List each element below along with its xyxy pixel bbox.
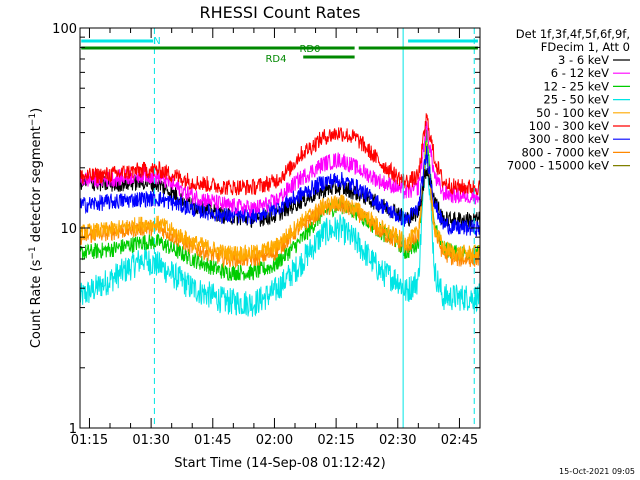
bar-rd0-label: RD0 (299, 44, 320, 55)
x-tick-label-0230: 02:30 (379, 433, 416, 448)
x-tick-label-0115: 01:15 (71, 433, 108, 448)
series-line-25-50keV (79, 141, 481, 317)
x-axis: 01:15 01:30 01:45 02:00 02:15 02:30 02:45 (71, 28, 478, 448)
y-tick-label-100: 100 (52, 22, 77, 37)
legend-label-1: 3 - 6 keV (558, 53, 609, 67)
legend-label-4: 25 - 50 keV (543, 93, 609, 107)
x-axis-label: Start Time (14-Sep-08 01:12:42) (174, 456, 385, 471)
legend-label-9: 7000 - 15000 keV (507, 159, 609, 173)
x-tick-label-0130: 01:30 (132, 433, 169, 448)
y-tick-label-1: 1 (69, 422, 77, 437)
bar-n-label: N (153, 36, 160, 47)
chart-title: RHESSI Count Rates (200, 3, 361, 22)
x-tick-label-0145: 01:45 (194, 433, 231, 448)
legend-label-6: 100 - 300 keV (529, 119, 609, 133)
timestamp: 15-Oct-2021 09:05 (559, 467, 635, 476)
legend-label-5: 50 - 100 keV (536, 106, 609, 120)
series-layer (79, 113, 481, 317)
legend-label-7: 300 - 800 keV (529, 132, 609, 146)
legend-header-line-2: FDecim 1, Att 0 (541, 40, 630, 54)
legend-header-line-1: Det 1f,3f,4f,5f,6f,9f, (516, 27, 630, 41)
legend-label-3: 12 - 25 keV (543, 79, 609, 93)
legend-label-8: 800 - 7000 keV (521, 145, 609, 159)
legend-label-2: 6 - 12 keV (551, 66, 609, 80)
series-line-6-12keV (79, 120, 481, 217)
y-axis: 1 10 100 (52, 22, 480, 437)
y-axis-label: Count Rate (s−1 detector segment−1) (28, 108, 44, 348)
series-line-100-300keV (79, 113, 481, 196)
bar-rd4-label: RD4 (265, 54, 286, 65)
y-tick-label-10: 10 (60, 222, 77, 237)
legend: Det 1f,3f,4f,5f,6f,9f, FDecim 1, Att 0 3… (507, 27, 630, 173)
x-tick-label-0215: 02:15 (317, 433, 354, 448)
x-tick-label-0200: 02:00 (256, 433, 293, 448)
x-tick-label-0245: 02:45 (441, 433, 478, 448)
series-line-300-800keV (79, 145, 481, 237)
series-line-50-100keV (79, 142, 481, 263)
